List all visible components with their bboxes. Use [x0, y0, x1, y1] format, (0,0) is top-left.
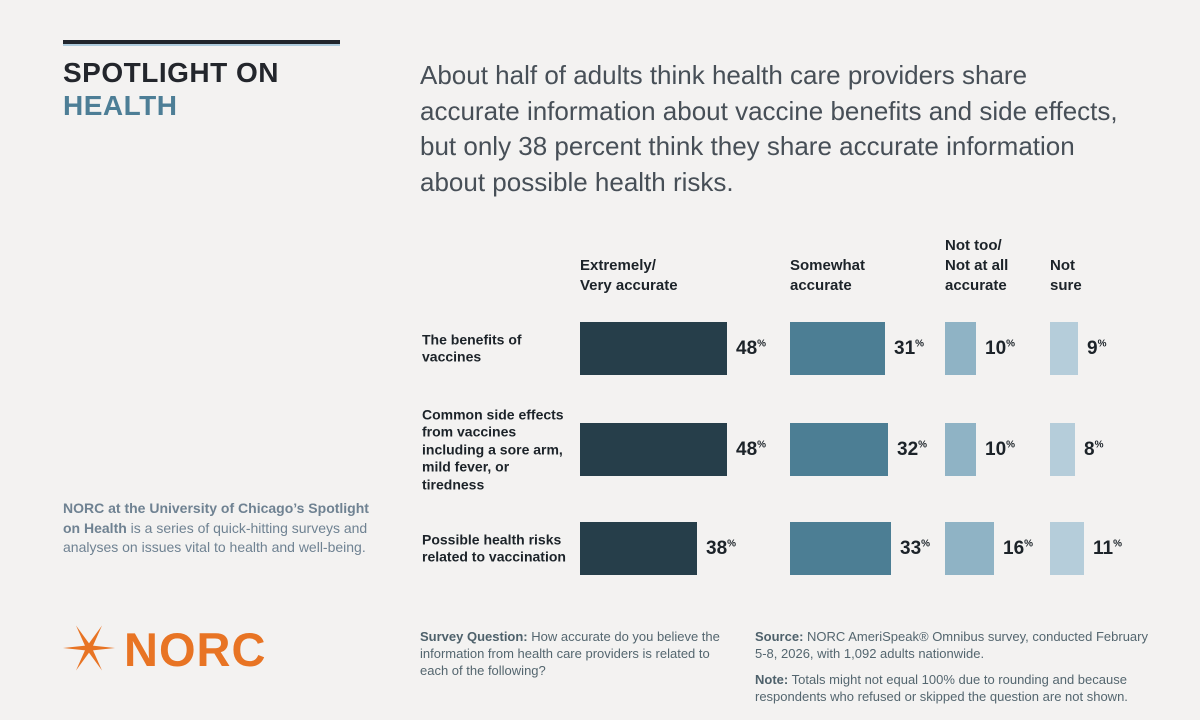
bar — [945, 423, 976, 476]
source-label: Source: — [755, 629, 804, 644]
brand-kicker: SPOTLIGHT ON HEALTH — [63, 56, 383, 122]
bar — [945, 322, 976, 375]
bar — [1050, 423, 1075, 476]
bar-value-label: 11% — [1093, 537, 1122, 559]
bar-value-label: 9% — [1087, 337, 1107, 359]
source-text: NORC AmeriSpeak® Omnibus survey, conduct… — [755, 629, 1148, 661]
percent-sign: % — [757, 338, 767, 350]
note-block: Note: Totals might not equal 100% due to… — [755, 671, 1160, 705]
percent-sign: % — [727, 538, 737, 550]
percent-sign: % — [921, 538, 931, 550]
bar-value-label: 33% — [900, 537, 931, 559]
bar — [580, 522, 697, 575]
bar-value-label: 31% — [894, 337, 925, 359]
percent-sign: % — [1113, 538, 1122, 550]
row-label: Possible health risks related to vaccina… — [422, 531, 566, 565]
source-note-block: Source: NORC AmeriSpeak® Omnibus survey,… — [755, 628, 1160, 662]
bar-value-label: 38% — [706, 537, 737, 559]
survey-question-label: Survey Question: — [420, 629, 528, 644]
source-and-note: Source: NORC AmeriSpeak® Omnibus survey,… — [755, 628, 1160, 705]
percent-sign: % — [1006, 338, 1016, 350]
bar — [790, 423, 888, 476]
percent-sign: % — [1097, 338, 1107, 350]
norc-star-icon — [63, 625, 115, 671]
column-header: Extremely/ Very accurate — [580, 257, 678, 294]
bar — [1050, 522, 1084, 575]
percent-sign: % — [757, 439, 767, 451]
about-text-rest: is a series of quick-hitting surveys and… — [63, 519, 368, 556]
bar-value-label: 10% — [985, 438, 1016, 460]
note-text: Totals might not equal 100% due to round… — [755, 672, 1128, 704]
about-text-bold: NORC at the University of Chicago’s Spot… — [63, 500, 369, 536]
bar-value-label: 48% — [736, 438, 767, 460]
bar — [580, 322, 727, 375]
page-title: About half of adults think health care p… — [420, 60, 1118, 197]
bar-value-label: 10% — [985, 337, 1016, 359]
percent-sign: % — [1024, 538, 1034, 550]
norc-logo-text: NORC — [124, 622, 267, 676]
kicker-rule — [63, 40, 340, 46]
bar — [580, 423, 727, 476]
note-label: Note: — [755, 672, 789, 687]
percent-sign: % — [918, 439, 928, 451]
column-header: Not too/ Not at all accurate — [945, 237, 1009, 294]
bar-value-label: 16% — [1003, 537, 1034, 559]
percent-sign: % — [1006, 439, 1016, 451]
kicker-line-2: HEALTH — [63, 90, 178, 121]
survey-question-note: Survey Question: How accurate do you bel… — [420, 628, 732, 679]
percent-sign: % — [1094, 439, 1104, 451]
bar — [790, 322, 885, 375]
bar-value-label: 48% — [736, 337, 767, 359]
column-header: Not sure — [1050, 257, 1082, 294]
bar — [1050, 322, 1078, 375]
norc-logo: NORC — [58, 616, 266, 680]
bar-value-label: 8% — [1084, 438, 1104, 460]
bar — [790, 522, 891, 575]
column-header: Somewhat accurate — [790, 257, 866, 294]
bar — [945, 522, 994, 575]
kicker-line-1: SPOTLIGHT ON — [63, 57, 279, 88]
row-label: Common side effects from vaccines includ… — [422, 405, 564, 492]
bar-value-label: 32% — [897, 438, 928, 460]
row-label: The benefits of vaccines — [422, 331, 522, 365]
survey-question-text: How accurate do you believe the informat… — [420, 629, 720, 678]
percent-sign: % — [915, 338, 925, 350]
about-text: NORC at the University of Chicago’s Spot… — [63, 499, 370, 558]
